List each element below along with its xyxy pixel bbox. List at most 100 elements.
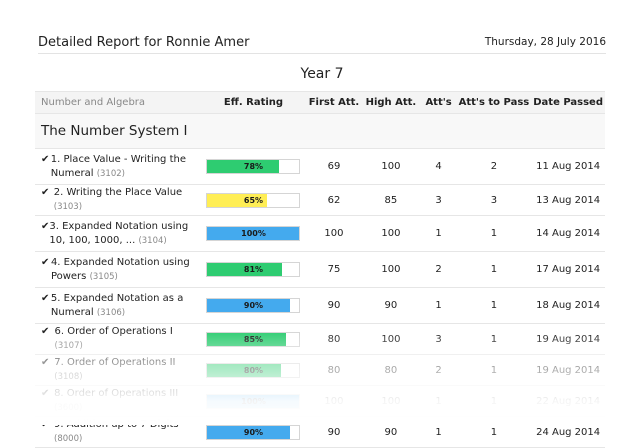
section-row: The Number System I <box>35 113 605 149</box>
check-icon: ✔ <box>41 357 50 368</box>
rating-bar: 65% <box>206 192 301 208</box>
first-att-cell: 80 <box>306 354 362 386</box>
check-icon: ✔ <box>41 326 50 337</box>
check-icon: ✔ <box>41 388 50 399</box>
report-date: Thursday, 28 July 2016 <box>484 36 606 48</box>
first-att-cell: 62 <box>306 184 362 216</box>
rating-bar: 80% <box>206 362 301 378</box>
first-att-cell: 90 <box>306 416 362 448</box>
skill-code: (8000) <box>54 434 83 444</box>
skill-name[interactable]: 4. Expanded Notation using Powers <box>50 256 190 282</box>
check-icon: ✔ <box>41 292 50 304</box>
check-icon: ✔ <box>41 256 50 268</box>
date-passed-cell: 24 Aug 2014 <box>531 416 605 448</box>
skill-code: (3107) <box>54 341 83 351</box>
rating-label: 78% <box>243 162 264 171</box>
skill-name[interactable]: 2. Writing the Place Value <box>53 187 183 198</box>
table-row[interactable]: ✔ 4. Expanded Notation using Powers (3105… <box>35 251 605 288</box>
rating-bar: 100% <box>206 226 301 241</box>
atts-cell: 1 <box>420 416 457 448</box>
first-att-cell: 69 <box>306 148 362 185</box>
eff-rating-cell: 80% <box>200 354 307 386</box>
rating-bar: 100% <box>206 393 301 409</box>
skill-code: (3106) <box>96 307 126 318</box>
eff-rating-cell: 90% <box>200 287 307 324</box>
table-row[interactable]: ✔ 5. Expanded Notation as a Numeral (3106… <box>35 287 605 324</box>
rating-bar-fill <box>207 227 300 240</box>
table-header-row: Number and Algebra Eff. Rating First Att… <box>35 91 605 114</box>
report-table: Number and Algebra Eff. Rating First Att… <box>35 91 605 448</box>
rating-label: 80% <box>243 365 264 375</box>
skill-name-cell: ✔ 6. Order of Operations I (3107) <box>35 323 201 355</box>
skill-name[interactable]: 7. Order of Operations II <box>54 357 176 368</box>
skill-name-cell: ✔ 8. Order of Operations III (3600) <box>35 385 201 417</box>
report-title: Detailed Report for Ronnie Amer <box>38 35 250 50</box>
skill-name-cell: ✔ 9. Addition up to 7 Digits (8000) <box>35 416 201 448</box>
high-att-cell: 80 <box>361 354 421 386</box>
first-att-cell: 80 <box>306 323 362 355</box>
atts-to-pass-cell: 1 <box>456 287 532 324</box>
atts-to-pass-cell: 1 <box>456 354 532 386</box>
high-att-cell: 100 <box>361 148 421 185</box>
atts-cell: 1 <box>420 287 457 324</box>
column-header-atts: Att's <box>420 91 457 114</box>
table-row[interactable]: ✔ 7. Order of Operations II (3108) 80% 80 80… <box>35 354 605 386</box>
skill-name-cell: ✔ 3. Expanded Notation using 10, 100, 100… <box>35 215 201 252</box>
table-row[interactable]: ✔ 1. Place Value - Writing the Numeral (3… <box>35 148 605 185</box>
skill-name[interactable]: 8. Order of Operations III <box>54 388 179 399</box>
first-att-cell: 100 <box>306 385 362 417</box>
atts-to-pass-cell: 1 <box>456 385 532 417</box>
first-att-cell: 100 <box>306 215 362 252</box>
eff-rating-cell: 90% <box>200 416 307 448</box>
table-row[interactable]: ✔ 6. Order of Operations I (3107) 85% 80 100… <box>35 323 605 355</box>
high-att-cell: 100 <box>361 251 421 288</box>
rating-bar-fill <box>207 193 268 207</box>
table-row[interactable]: ✔ 9. Addition up to 7 Digits (8000) 90% 90 9… <box>35 416 605 448</box>
section-title: The Number System I <box>35 113 605 149</box>
rating-label: 90% <box>243 301 264 310</box>
skill-name-cell: ✔ 4. Expanded Notation using Powers (3105… <box>35 251 201 288</box>
skill-code: (3103) <box>53 202 83 212</box>
date-passed-cell: 13 Aug 2014 <box>531 184 605 216</box>
rating-bar: 78% <box>206 159 301 174</box>
atts-to-pass-cell: 1 <box>456 251 532 288</box>
skill-name-cell: ✔ 2. Writing the Place Value (3103) <box>35 184 201 216</box>
rating-bar: 90% <box>206 298 301 313</box>
atts-cell: 3 <box>420 323 457 355</box>
report-header: Detailed Report for Ronnie Amer Thursday… <box>38 33 606 54</box>
atts-cell: 2 <box>420 251 457 288</box>
check-icon: ✔ <box>41 220 50 232</box>
eff-rating-cell: 81% <box>200 251 307 288</box>
atts-cell: 1 <box>420 385 457 417</box>
table-row[interactable]: ✔ 3. Expanded Notation using 10, 100, 100… <box>35 215 605 252</box>
date-passed-cell: 19 Aug 2014 <box>531 323 605 355</box>
skill-name[interactable]: 6. Order of Operations I <box>54 326 173 337</box>
eff-rating-cell: 78% <box>200 148 307 185</box>
eff-rating-cell: 100% <box>200 385 307 417</box>
check-icon: ✔ <box>41 187 50 198</box>
rating-bar: 85% <box>206 331 301 347</box>
table-row[interactable]: ✔ 8. Order of Operations III (3600) 100% 10… <box>35 385 605 417</box>
atts-to-pass-cell: 1 <box>456 215 532 252</box>
first-att-cell: 90 <box>306 287 362 324</box>
high-att-cell: 90 <box>361 416 421 448</box>
eff-rating-cell: 65% <box>200 184 307 216</box>
eff-rating-cell: 100% <box>200 215 307 252</box>
date-passed-cell: 17 Aug 2014 <box>531 251 605 288</box>
column-header-date-passed: Date Passed <box>531 91 605 114</box>
skill-name[interactable]: 1. Place Value - Writing the Numeral <box>50 153 186 179</box>
rating-bar-fill <box>207 263 282 276</box>
skill-name[interactable]: 5. Expanded Notation as a Numeral <box>50 292 184 318</box>
table-row[interactable]: ✔ 2. Writing the Place Value (3103) 65% 62 8… <box>35 184 605 216</box>
skill-name[interactable]: 3. Expanded Notation using 10, 100, 1000… <box>49 220 189 246</box>
year-title: Year 7 <box>300 66 344 82</box>
rating-bar-fill <box>207 299 291 312</box>
atts-cell: 4 <box>420 148 457 185</box>
date-passed-cell: 11 Aug 2014 <box>531 148 605 185</box>
date-passed-cell: 19 Aug 2014 <box>531 354 605 386</box>
column-header-high-att: High Att. <box>361 91 421 114</box>
high-att-cell: 90 <box>361 287 421 324</box>
rating-label: 81% <box>243 265 264 274</box>
eff-rating-cell: 85% <box>200 323 307 355</box>
rating-bar: 90% <box>206 424 301 440</box>
